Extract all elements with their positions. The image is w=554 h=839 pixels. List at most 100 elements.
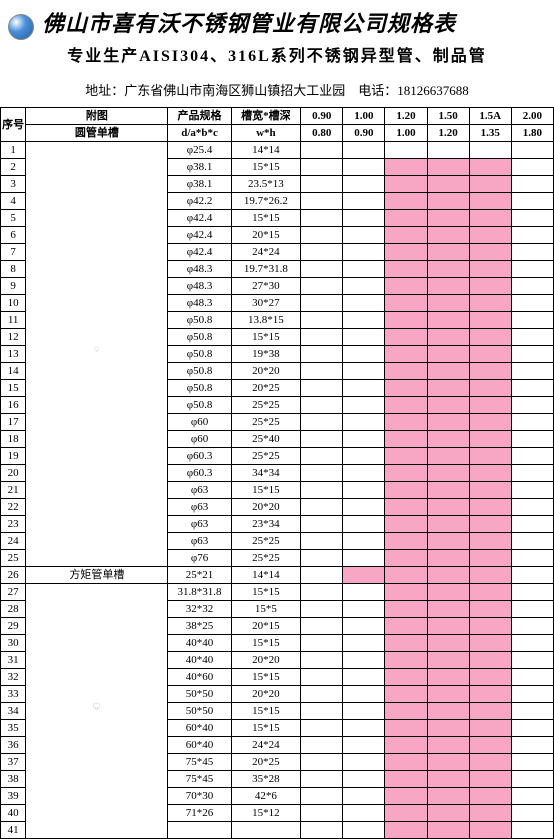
cell-spec: φ60 bbox=[168, 431, 231, 448]
cell-thickness bbox=[511, 771, 553, 788]
cell-thickness bbox=[343, 397, 385, 414]
cell-thickness bbox=[385, 669, 427, 686]
cell-thickness bbox=[301, 261, 343, 278]
cell-slot: 20*15 bbox=[231, 227, 301, 244]
cell-slot: 15*15 bbox=[231, 584, 301, 601]
cell-thickness bbox=[385, 499, 427, 516]
cell-thickness bbox=[469, 516, 511, 533]
header-thick-0: 0.90 bbox=[301, 108, 343, 125]
cell-thickness bbox=[427, 601, 469, 618]
cell-thickness bbox=[469, 686, 511, 703]
cell-slot: 15*15 bbox=[231, 635, 301, 652]
cell-thickness bbox=[385, 414, 427, 431]
cell-thickness bbox=[469, 210, 511, 227]
cell-spec: φ42.2 bbox=[168, 193, 231, 210]
cell-thickness bbox=[385, 261, 427, 278]
cell-seq: 17 bbox=[1, 414, 26, 431]
spec-table: 序号 附图 产品规格 槽宽*槽深 0.90 1.00 1.20 1.50 1.5… bbox=[0, 107, 554, 839]
cell-thickness bbox=[511, 516, 553, 533]
cell-thickness bbox=[343, 771, 385, 788]
cell-thickness bbox=[301, 652, 343, 669]
cell-thickness bbox=[427, 278, 469, 295]
cell-thickness bbox=[427, 499, 469, 516]
cell-thickness bbox=[511, 312, 553, 329]
cell-thickness bbox=[469, 176, 511, 193]
cell-thickness bbox=[427, 414, 469, 431]
cell-slot: 35*28 bbox=[231, 771, 301, 788]
cell-thickness bbox=[511, 261, 553, 278]
cell-thickness bbox=[385, 635, 427, 652]
cell-thickness bbox=[427, 567, 469, 584]
cell-thickness bbox=[385, 176, 427, 193]
cell-thickness bbox=[385, 363, 427, 380]
cell-thickness bbox=[469, 805, 511, 822]
cell-thickness bbox=[469, 142, 511, 159]
cell-thickness bbox=[427, 669, 469, 686]
cell-seq: 25 bbox=[1, 550, 26, 567]
cell-thickness bbox=[301, 635, 343, 652]
cell-spec: φ48.3 bbox=[168, 278, 231, 295]
header-diagram: 附图 bbox=[26, 108, 168, 125]
address-value: 广东省佛山市南海区狮山镇招大工业园 bbox=[124, 83, 345, 98]
cell-thickness bbox=[301, 601, 343, 618]
cell-seq: 16 bbox=[1, 397, 26, 414]
cell-thickness bbox=[511, 584, 553, 601]
cell-thickness bbox=[427, 397, 469, 414]
cell-thickness bbox=[511, 193, 553, 210]
cell-thickness bbox=[469, 278, 511, 295]
header-thick-2: 1.20 bbox=[385, 108, 427, 125]
cell-slot: 23*34 bbox=[231, 516, 301, 533]
cell-thickness bbox=[301, 295, 343, 312]
cell-slot: 24*24 bbox=[231, 737, 301, 754]
cell-thickness bbox=[385, 380, 427, 397]
cell-thickness bbox=[343, 227, 385, 244]
cell-thickness bbox=[511, 278, 553, 295]
cell-thickness bbox=[469, 414, 511, 431]
cell-thickness bbox=[385, 312, 427, 329]
cell-spec: φ38.1 bbox=[168, 176, 231, 193]
cell-thickness bbox=[385, 550, 427, 567]
cell-thickness bbox=[385, 686, 427, 703]
cell-thickness bbox=[301, 227, 343, 244]
cell-thickness bbox=[511, 295, 553, 312]
table-body: 1 d w h φ25.414*142φ38.115*153φ38.123.5*… bbox=[1, 142, 554, 839]
cell-thickness bbox=[343, 380, 385, 397]
cell-thickness bbox=[301, 397, 343, 414]
cell-seq: 1 bbox=[1, 142, 26, 159]
cell-thickness bbox=[511, 652, 553, 669]
cell-seq: 8 bbox=[1, 261, 26, 278]
cell-seq: 19 bbox=[1, 448, 26, 465]
cell-spec: φ63 bbox=[168, 499, 231, 516]
cell-thickness bbox=[343, 669, 385, 686]
cell-thickness bbox=[343, 431, 385, 448]
subheader-thick-4: 1.35 bbox=[469, 125, 511, 142]
subheader-thick-2: 1.00 bbox=[385, 125, 427, 142]
cell-thickness bbox=[427, 533, 469, 550]
cell-spec: φ63 bbox=[168, 482, 231, 499]
cell-thickness bbox=[427, 635, 469, 652]
cell-slot: 20*20 bbox=[231, 652, 301, 669]
cell-thickness bbox=[469, 346, 511, 363]
cell-thickness bbox=[385, 448, 427, 465]
cell-thickness bbox=[427, 584, 469, 601]
cell-thickness bbox=[427, 431, 469, 448]
cell-thickness bbox=[343, 414, 385, 431]
cell-spec: 40*40 bbox=[168, 635, 231, 652]
cell-slot: 23.5*13 bbox=[231, 176, 301, 193]
cell-thickness bbox=[301, 414, 343, 431]
cell-spec bbox=[168, 822, 231, 839]
subheader-slot: w*h bbox=[231, 125, 301, 142]
cell-thickness bbox=[469, 618, 511, 635]
cell-thickness bbox=[511, 737, 553, 754]
cell-thickness bbox=[427, 363, 469, 380]
cell-thickness bbox=[511, 822, 553, 839]
cell-thickness bbox=[469, 703, 511, 720]
cell-seq: 5 bbox=[1, 210, 26, 227]
cell-thickness bbox=[385, 210, 427, 227]
cell-thickness bbox=[469, 397, 511, 414]
cell-thickness bbox=[385, 482, 427, 499]
cell-spec: φ50.8 bbox=[168, 346, 231, 363]
cell-thickness bbox=[511, 210, 553, 227]
cell-slot: 34*34 bbox=[231, 465, 301, 482]
cell-slot: 19.7*26.2 bbox=[231, 193, 301, 210]
